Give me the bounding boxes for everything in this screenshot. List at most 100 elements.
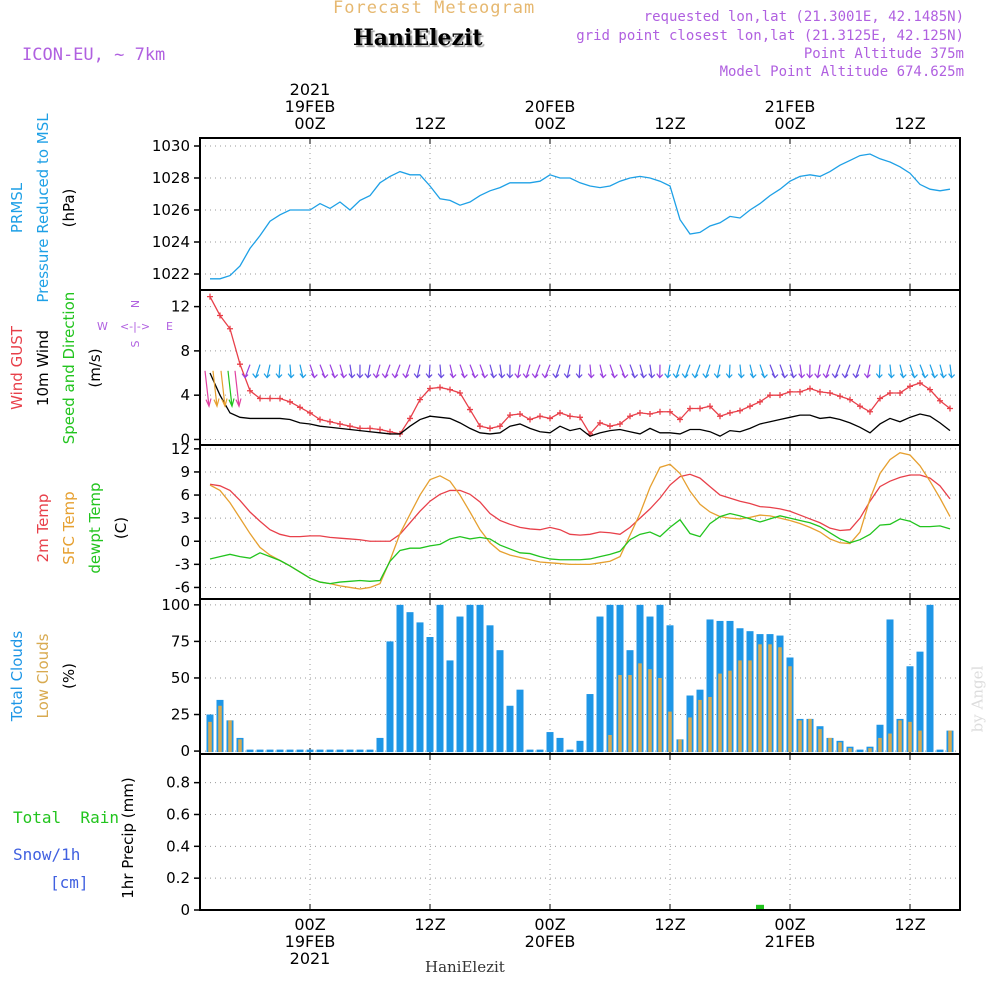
meteogram-stage: Forecast Meteogram HaniElezit ICON-EU, ~… [0, 0, 1000, 1000]
total-cloud-bar [377, 738, 384, 752]
wind-direction-arrow [235, 371, 241, 406]
gust-marker [347, 423, 353, 429]
compass-arrows: <-|-> [120, 320, 150, 333]
gust-marker [807, 386, 813, 392]
wind-direction-arrow [288, 365, 294, 378]
total-cloud-bar [437, 605, 444, 752]
wind-direction-arrow [864, 365, 870, 378]
gust-marker [887, 390, 893, 396]
low-cloud-bar [898, 720, 902, 752]
wind-direction-arrow [340, 365, 347, 378]
panel-label: Pressure Reduced to MSL [34, 113, 52, 303]
low-cloud-bar [818, 729, 822, 752]
total-cloud-bar [347, 750, 354, 752]
gust-marker [207, 294, 213, 300]
total-cloud-bar [577, 741, 584, 752]
wind-direction-arrow [640, 365, 647, 378]
y-tick-label: 1026 [152, 201, 190, 219]
gust-marker [727, 410, 733, 416]
wind-direction-arrow [842, 365, 850, 378]
top-time-label: 12Z [894, 114, 925, 133]
low-cloud-bar [948, 731, 952, 752]
total-cloud-bar [547, 732, 554, 752]
total-cloud-bar [297, 750, 304, 752]
panel-frame [200, 599, 960, 754]
wind-direction-arrow [490, 365, 497, 378]
bottom-time-label: 12Z [414, 915, 445, 934]
total-cloud-bar [367, 750, 374, 752]
gust-marker [487, 425, 493, 431]
total-cloud-bar [407, 612, 414, 752]
gust-marker [647, 411, 653, 417]
wind-direction-arrow [330, 365, 338, 378]
wind-direction-arrow [930, 365, 938, 378]
top-time-label: 12Z [654, 114, 685, 133]
gust-marker [267, 396, 273, 402]
low-cloud-bar [218, 706, 222, 752]
wind-direction-arrow [470, 365, 478, 378]
total-cloud-bar [417, 622, 424, 752]
total-cloud-bar [527, 750, 534, 752]
wind-direction-arrow [373, 365, 380, 378]
panel-frame [200, 138, 960, 290]
low-cloud-bar [238, 739, 242, 752]
top-time-label: 00Z [534, 114, 565, 133]
panel-label: 2m Temp [34, 494, 52, 563]
wind-direction-arrow [228, 371, 234, 406]
gust-marker [377, 427, 383, 433]
low-cloud-bar [868, 748, 872, 752]
low-cloud-bar [698, 700, 702, 752]
compass-south: S [129, 340, 142, 347]
wind-direction-arrow [221, 371, 227, 406]
y-tick-label: 9 [180, 463, 190, 481]
wind-direction-arrow [600, 365, 606, 378]
total-cloud-bar [317, 750, 324, 752]
wind-direction-arrow [588, 365, 594, 378]
low-cloud-bar [658, 678, 662, 752]
panel-label: PRMSL [8, 182, 26, 233]
total-cloud-bar [397, 605, 404, 752]
panel-label: 10m Wind [34, 330, 52, 406]
wind-direction-arrow [553, 365, 560, 378]
wind-direction-arrow [480, 365, 488, 378]
gust-marker [797, 389, 803, 395]
low-cloud-bar [878, 738, 882, 752]
gust-marker [697, 405, 703, 411]
gust-marker [277, 396, 283, 402]
gust-marker [637, 410, 643, 416]
panel-label: (C) [112, 517, 130, 539]
wind-direction-arrow [738, 365, 744, 378]
low-cloud-bar [638, 663, 642, 752]
top-time-label: 00Z [774, 114, 805, 133]
wind-direction-arrow [523, 365, 530, 378]
low-cloud-bar [908, 722, 912, 752]
total-cloud-bar [927, 605, 934, 752]
gust-marker [337, 421, 343, 427]
total-cloud-bar [467, 605, 474, 752]
panel-frame [200, 445, 960, 599]
bottom-time-label: 20FEB [525, 932, 576, 951]
gust-marker [557, 410, 563, 416]
gust-marker [787, 389, 793, 395]
wind-direction-arrow [714, 365, 720, 378]
low-cloud-bar [888, 734, 892, 753]
y-tick-label: 50 [171, 669, 190, 687]
wind-direction-arrow [365, 365, 371, 378]
gust-marker [237, 361, 243, 367]
wind-direction-arrow [576, 365, 582, 378]
y-tick-label: 4 [180, 386, 190, 404]
low-cloud-bar [758, 644, 762, 752]
total-cloud-bar [257, 750, 264, 752]
panel-label: Total Clouds [8, 631, 26, 723]
low-cloud-bar [798, 720, 802, 752]
total-cloud-bar [447, 660, 454, 752]
y-tick-label: 0.6 [166, 805, 190, 823]
wind-direction-arrow [264, 365, 270, 378]
low-cloud-bar [828, 738, 832, 752]
total-cloud-bar [457, 617, 464, 753]
low-cloud-bar [748, 660, 752, 752]
wind-direction-arrow [657, 365, 663, 378]
total-cloud-bar [357, 750, 364, 752]
total-cloud-bar [537, 750, 544, 752]
gust-marker [457, 390, 463, 396]
